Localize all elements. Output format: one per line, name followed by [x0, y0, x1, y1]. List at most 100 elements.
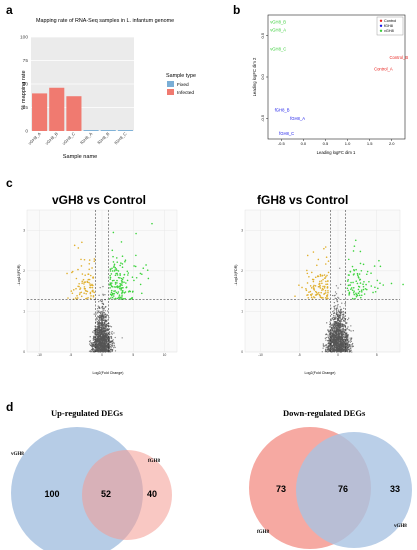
- volcano-point-ns: [99, 344, 101, 346]
- volcano-point-ns: [337, 349, 339, 351]
- volcano-point-ns: [327, 347, 329, 349]
- volcano-point-ns: [340, 334, 342, 336]
- volcano-point-ns: [333, 339, 335, 341]
- volcano-point-ns: [107, 345, 109, 347]
- volcano-point-ns: [94, 336, 96, 338]
- volcano-point-ns: [96, 350, 98, 352]
- volcano-point-ns: [341, 317, 343, 320]
- volcano-point-ns: [104, 326, 107, 328]
- volcano-point-up: [346, 287, 349, 290]
- volcano-point-ns: [333, 337, 336, 340]
- volcano-point-ns: [340, 350, 342, 353]
- volcano-point-ns: [96, 328, 98, 331]
- volcano-point-down: [318, 283, 321, 285]
- volcano-point-ns: [338, 335, 340, 338]
- volcano-point-ns: [335, 343, 337, 346]
- volcano-point-ns: [344, 347, 346, 349]
- volcano-point-ns: [336, 337, 338, 340]
- volcano-point-ns: [100, 323, 102, 325]
- volcano-point-ns: [99, 343, 101, 345]
- volcano-point-ns: [346, 321, 348, 324]
- volcano-point-down: [324, 297, 327, 299]
- volcano-point-ns: [340, 325, 342, 327]
- volcano-point-ns: [339, 349, 342, 351]
- volcano-point-ns: [102, 348, 104, 351]
- volcano-point-ns: [342, 348, 345, 350]
- volcano-point-ns: [104, 327, 107, 329]
- volcano-point-ns: [96, 318, 99, 320]
- volcano-point-ns: [334, 342, 336, 345]
- volcano-point-ns: [98, 336, 100, 339]
- volcano-point-ns: [335, 313, 338, 316]
- volcano-point-ns: [337, 329, 340, 331]
- volcano-point-ns: [339, 336, 341, 339]
- volcano-point-ns: [98, 341, 100, 344]
- volcano-point-ns: [100, 337, 103, 339]
- volcano-point-down: [326, 286, 329, 288]
- volcano-point-ns: [336, 338, 338, 341]
- volcano-point-ns: [341, 328, 344, 330]
- volcano-point-ns: [103, 347, 105, 350]
- volcano-point-ns: [349, 347, 351, 349]
- volcano-point-ns: [105, 333, 107, 335]
- volcano-point-ns: [346, 344, 348, 346]
- volcano-point-ns: [101, 350, 104, 353]
- volcano-point-ns: [337, 324, 339, 326]
- volcano-point-ns: [339, 349, 341, 351]
- volcano-point-ns: [95, 338, 97, 340]
- volcano-point-ns: [99, 341, 102, 344]
- volcano-point-ns: [332, 332, 334, 334]
- volcano-point-ns: [102, 339, 105, 341]
- volcano-point-ns: [343, 342, 345, 344]
- volcano-point-ns: [110, 348, 112, 351]
- volcano-point-ns: [341, 348, 343, 350]
- volcano-point-ns: [328, 330, 330, 332]
- volcano-point-ns: [340, 336, 342, 339]
- chart-a-gridlines: [31, 36, 134, 132]
- volcano-point-ns: [331, 346, 333, 348]
- volcano-point-ns: [333, 349, 335, 352]
- volcano-point-down: [325, 275, 327, 278]
- volcano-point-down: [87, 273, 89, 275]
- volcano-point-ns: [96, 350, 98, 352]
- volcano-point-up: [119, 286, 121, 288]
- volcano-point-ns: [334, 339, 336, 341]
- volcano-point-ns: [104, 310, 106, 312]
- volcano-point-ns: [333, 345, 336, 348]
- volcano-point-ns: [102, 334, 105, 336]
- volcano-point-ns: [99, 331, 101, 333]
- volcano-point-up: [353, 245, 356, 247]
- volcano-point-ns: [100, 342, 102, 345]
- volcano-point-ns: [335, 330, 337, 332]
- volcano-point-ns: [343, 336, 345, 339]
- volcano-point-ns: [105, 335, 107, 337]
- volcano-point-ns: [334, 325, 336, 328]
- volcano-point-ns: [99, 307, 101, 309]
- volcano-point-ns: [333, 339, 336, 341]
- volcano-point-up: [110, 285, 113, 287]
- volcano-point-ns: [339, 345, 341, 348]
- volcano-point-ns: [105, 324, 107, 327]
- volcano-point-ns: [335, 332, 337, 335]
- volcano-point-ns: [346, 335, 348, 337]
- volcano-point-up: [119, 296, 122, 299]
- volcano-point-up: [347, 258, 350, 261]
- volcano-point-ns: [97, 328, 99, 330]
- volcano-point-ns: [101, 328, 103, 331]
- volcano-point-ns: [339, 306, 341, 308]
- volcano-point-ns: [335, 321, 338, 323]
- volcano-point-ns: [346, 342, 348, 345]
- volcano-point-ns: [107, 350, 109, 352]
- volcano-point-ns: [103, 330, 105, 332]
- volcano-point-ns: [103, 348, 105, 350]
- volcano-point-ns: [335, 350, 337, 352]
- volcano-point-ns: [102, 337, 104, 339]
- volcano-point-down: [321, 289, 323, 291]
- volcano-point-ns: [328, 339, 331, 341]
- volcano-point-up: [140, 292, 143, 295]
- volcano-point-ns: [338, 316, 340, 318]
- volcano-point-ns: [330, 350, 332, 352]
- chart-a-legend-label-fixed: Fixed: [177, 82, 189, 88]
- volcano-point-ns: [335, 333, 337, 335]
- volcano-point-up: [116, 285, 118, 288]
